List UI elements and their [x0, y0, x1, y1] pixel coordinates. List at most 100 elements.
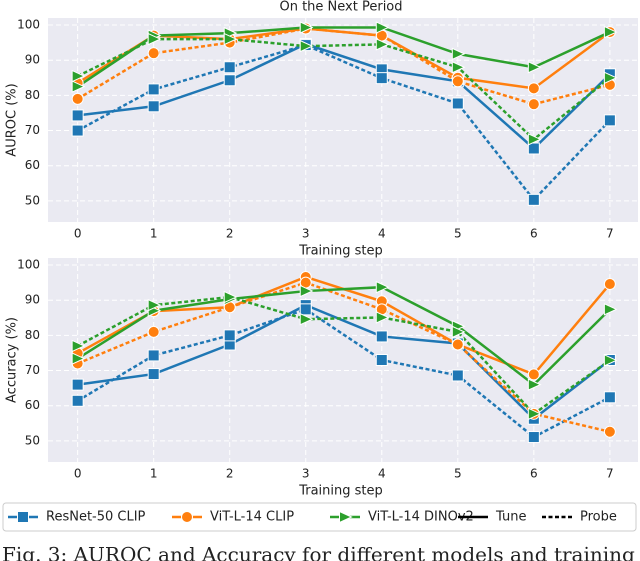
- marker: [527, 82, 540, 95]
- marker: [71, 394, 84, 407]
- marker: [71, 69, 86, 83]
- marker: [223, 32, 238, 46]
- marker: [375, 311, 390, 324]
- marker: [147, 47, 160, 60]
- legend-marker: [17, 511, 29, 523]
- x-tick-label: 3: [302, 467, 310, 481]
- marker: [299, 21, 314, 34]
- marker: [71, 339, 86, 353]
- marker: [451, 60, 466, 74]
- marker: [527, 133, 542, 146]
- marker: [375, 21, 390, 34]
- marker: [603, 114, 616, 127]
- x-tick-label: 5: [454, 227, 462, 241]
- y-tick-label: 80: [25, 328, 40, 342]
- y-tick-label: 100: [17, 18, 40, 32]
- marker: [147, 368, 160, 381]
- marker: [451, 97, 464, 110]
- marker: [375, 38, 390, 51]
- x-tick-label: 2: [226, 467, 234, 481]
- marker: [603, 425, 616, 438]
- marker: [375, 72, 388, 85]
- marker: [147, 349, 160, 362]
- marker: [71, 124, 84, 137]
- x-tick-label: 5: [454, 467, 462, 481]
- series-line: [76, 285, 611, 387]
- marker: [71, 80, 86, 93]
- marker: [375, 330, 388, 343]
- series-line: [77, 295, 611, 416]
- chart-title: On the Next Period: [279, 0, 402, 15]
- x-tick-label: 4: [378, 467, 386, 481]
- marker: [223, 329, 236, 342]
- series-line: [77, 37, 611, 142]
- marker: [527, 407, 542, 421]
- y-tick-label: 90: [25, 53, 40, 67]
- series-line: [77, 303, 611, 421]
- legend-label: Probe: [580, 510, 617, 525]
- series-line: [76, 26, 611, 88]
- marker: [71, 352, 86, 365]
- x-tick-label: 0: [74, 467, 82, 481]
- y-tick-label: 70: [25, 123, 40, 137]
- legend-label: Tune: [495, 510, 526, 525]
- series-line: [77, 27, 611, 106]
- marker: [603, 278, 616, 291]
- marker: [527, 98, 540, 111]
- legend-marker: [339, 510, 353, 524]
- marker: [299, 39, 314, 53]
- x-tick-label: 7: [606, 467, 614, 481]
- marker: [299, 284, 314, 298]
- series-line: [77, 307, 611, 439]
- marker: [223, 290, 238, 304]
- marker: [71, 378, 84, 391]
- marker: [451, 325, 466, 339]
- marker: [603, 71, 618, 85]
- x-tick-label: 6: [530, 467, 538, 481]
- marker: [147, 325, 160, 338]
- marker: [603, 303, 618, 316]
- marker: [223, 74, 236, 87]
- legend-label: ViT-L-14 DINOv2: [368, 510, 474, 525]
- marker: [527, 378, 542, 391]
- y-tick-label: 70: [25, 363, 40, 377]
- y-tick-label: 80: [25, 88, 40, 102]
- marker: [527, 431, 540, 444]
- legend-box: [2, 502, 637, 532]
- marker: [147, 100, 160, 113]
- series-line: [77, 281, 611, 433]
- legend-label: ResNet-50 CLIP: [46, 510, 146, 525]
- marker: [71, 109, 84, 122]
- marker: [451, 47, 466, 61]
- y-tick-label: 50: [25, 193, 40, 207]
- marker: [451, 338, 464, 351]
- caption: Fig. 3: AUROC and Accuracy for different…: [2, 543, 635, 561]
- x-tick-label: 0: [74, 227, 82, 241]
- marker: [451, 75, 464, 88]
- x-axis-label: Training step: [298, 484, 383, 499]
- x-tick-label: 3: [302, 227, 310, 241]
- x-tick-label: 1: [150, 467, 158, 481]
- legend-label: ViT-L-14 CLIP: [210, 510, 294, 525]
- x-tick-label: 1: [150, 227, 158, 241]
- marker: [299, 312, 314, 326]
- y-axis-label: Accuracy (%): [5, 317, 20, 403]
- marker: [375, 354, 388, 366]
- y-tick-label: 100: [17, 258, 40, 272]
- marker: [147, 298, 162, 312]
- marker: [603, 354, 618, 367]
- marker: [527, 193, 540, 206]
- marker: [527, 60, 542, 74]
- x-tick-label: 4: [378, 227, 386, 241]
- marker: [147, 83, 160, 96]
- series-line: [77, 42, 611, 151]
- series-line: [77, 43, 611, 202]
- legend-marker: [181, 511, 193, 523]
- x-axis-label: Training step: [298, 244, 383, 259]
- marker: [603, 391, 616, 404]
- y-tick-label: 60: [25, 398, 40, 412]
- x-tick-label: 7: [606, 227, 614, 241]
- marker: [527, 142, 540, 155]
- marker: [527, 368, 540, 381]
